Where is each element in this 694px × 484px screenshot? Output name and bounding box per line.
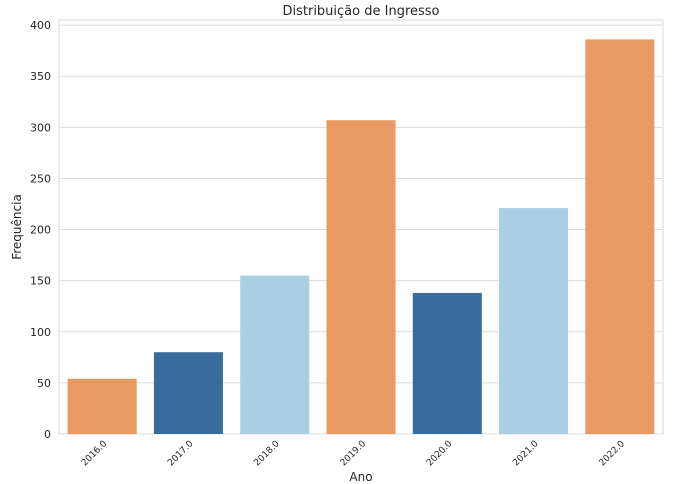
bars [67,39,655,435]
bar-2019 [326,120,396,434]
bar-2017 [153,352,223,434]
bar-2022 [585,39,655,435]
y-tick-label: 150 [30,275,51,288]
bar-2018 [240,275,310,434]
y-tick-labels: 0 50 100 150 200 250 300 350 400 [30,19,51,441]
y-axis-label: Frequência [10,194,24,260]
chart-title: Distribuição de Ingresso [282,4,439,19]
bar-2020 [412,292,482,434]
y-tick-label: 250 [30,172,51,185]
y-tick-label: 350 [30,70,51,83]
y-tick-label: 300 [30,121,51,134]
y-tick-label: 0 [44,428,51,441]
y-tick-label: 50 [37,377,51,390]
bar-2016 [67,378,137,434]
y-tick-label: 200 [30,224,51,237]
bar-2021 [499,208,569,434]
x-axis-label: Ano [349,470,372,484]
y-tick-label: 100 [30,326,51,339]
y-tick-label: 400 [30,19,51,32]
